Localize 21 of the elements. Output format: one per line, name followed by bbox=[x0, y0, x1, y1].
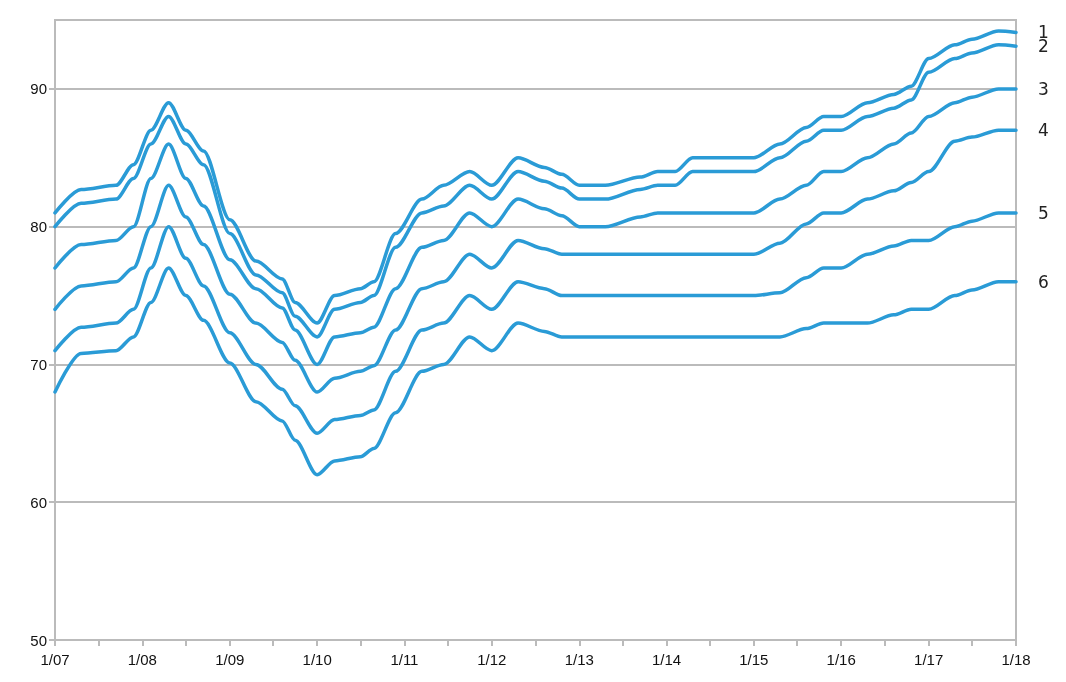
x-tick-label: 1/15 bbox=[739, 651, 769, 668]
x-tick-label: 1/13 bbox=[564, 651, 594, 668]
x-tick-label: 1/09 bbox=[215, 651, 245, 668]
x-tick-label: 1/12 bbox=[477, 651, 507, 668]
x-tick-label: 1/17 bbox=[914, 651, 944, 668]
x-tick-label: 1/10 bbox=[302, 651, 332, 668]
series-label: 4 bbox=[1038, 120, 1049, 141]
x-tick-label: 1/16 bbox=[826, 651, 856, 668]
y-tick-label: 60 bbox=[30, 493, 47, 511]
series-label: 3 bbox=[1038, 78, 1049, 99]
x-tick-label: 1/14 bbox=[651, 651, 682, 668]
x-tick-label: 1/18 bbox=[1001, 651, 1031, 668]
y-tick-label: 50 bbox=[30, 631, 47, 649]
y-tick-label: 90 bbox=[30, 80, 47, 98]
y-tick-label: 70 bbox=[30, 355, 47, 373]
x-tick-label: 1/08 bbox=[127, 651, 157, 668]
x-tick-label: 1/11 bbox=[390, 651, 419, 668]
series-label: 6 bbox=[1038, 271, 1049, 292]
y-tick-label: 80 bbox=[30, 218, 47, 236]
x-tick-label: 1/07 bbox=[40, 651, 70, 668]
series-label: 5 bbox=[1038, 202, 1049, 223]
